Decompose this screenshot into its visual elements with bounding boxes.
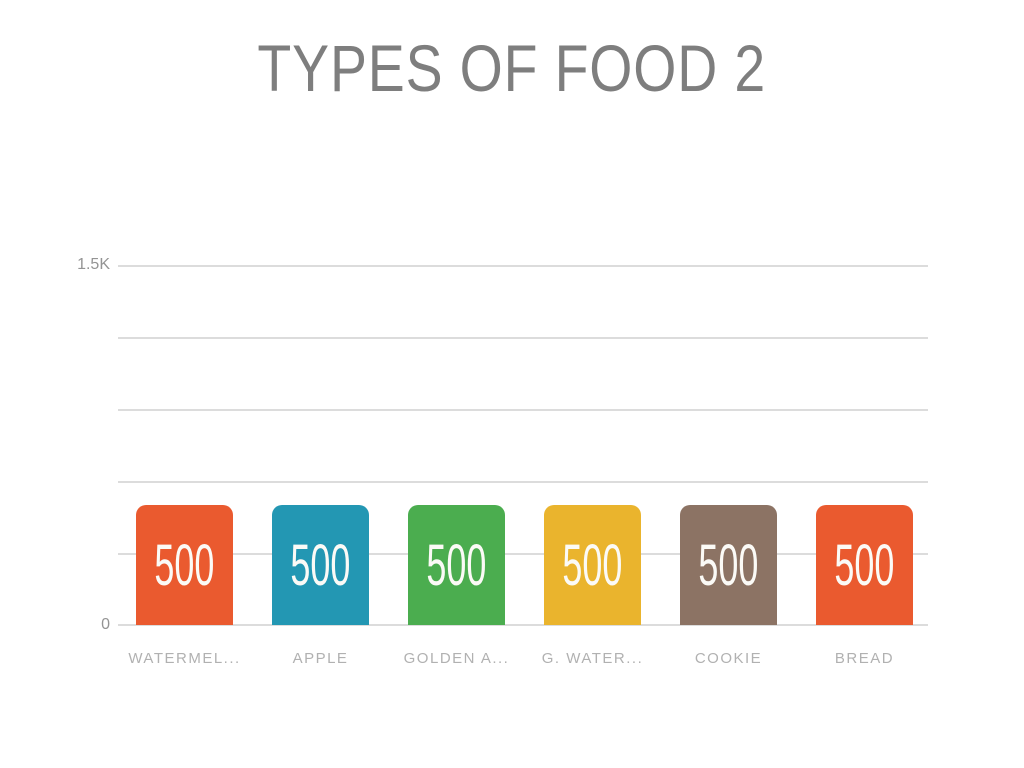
category-label-bread: BREAD <box>834 650 895 667</box>
gridline-300 <box>118 553 928 555</box>
bar-value-label: 500 <box>698 532 759 598</box>
bar-value-label: 500 <box>562 532 623 598</box>
bar-value-label: 500 <box>834 532 895 598</box>
bar-value-label: 500 <box>290 532 351 598</box>
bar-bread: 500 <box>816 505 913 625</box>
y-axis-tick-1500: 1.5K <box>77 256 110 273</box>
category-label-cookie: COOKIE <box>694 650 763 667</box>
gridline-1200 <box>118 337 928 339</box>
bar-golden-apple: 500 <box>408 505 505 625</box>
chart-title-wrap: TYPES OF FOOD 2 <box>0 30 1024 106</box>
bar-value-label: 500 <box>154 532 215 598</box>
bar-cookie: 500 <box>680 505 777 625</box>
bar-g-watermelon: 500 <box>544 505 641 625</box>
bar-watermelon: 500 <box>136 505 233 625</box>
plot-area: 500 500 500 500 500 500 <box>118 265 928 626</box>
gridline-900 <box>118 409 928 411</box>
category-label-golden-apple: GOLDEN A... <box>403 650 510 667</box>
bar-value-label: 500 <box>426 532 487 598</box>
gridline-1500 <box>118 265 928 267</box>
bar-apple: 500 <box>272 505 369 625</box>
category-label-g-watermelon: G. WATER... <box>541 650 644 667</box>
y-axis-tick-0: 0 <box>101 616 110 633</box>
x-axis-baseline <box>118 624 928 626</box>
chart-title: TYPES OF FOOD 2 <box>257 31 767 105</box>
category-label-apple: APPLE <box>292 650 349 667</box>
gridline-600 <box>118 481 928 483</box>
category-label-watermelon: WATERMEL... <box>128 650 241 667</box>
